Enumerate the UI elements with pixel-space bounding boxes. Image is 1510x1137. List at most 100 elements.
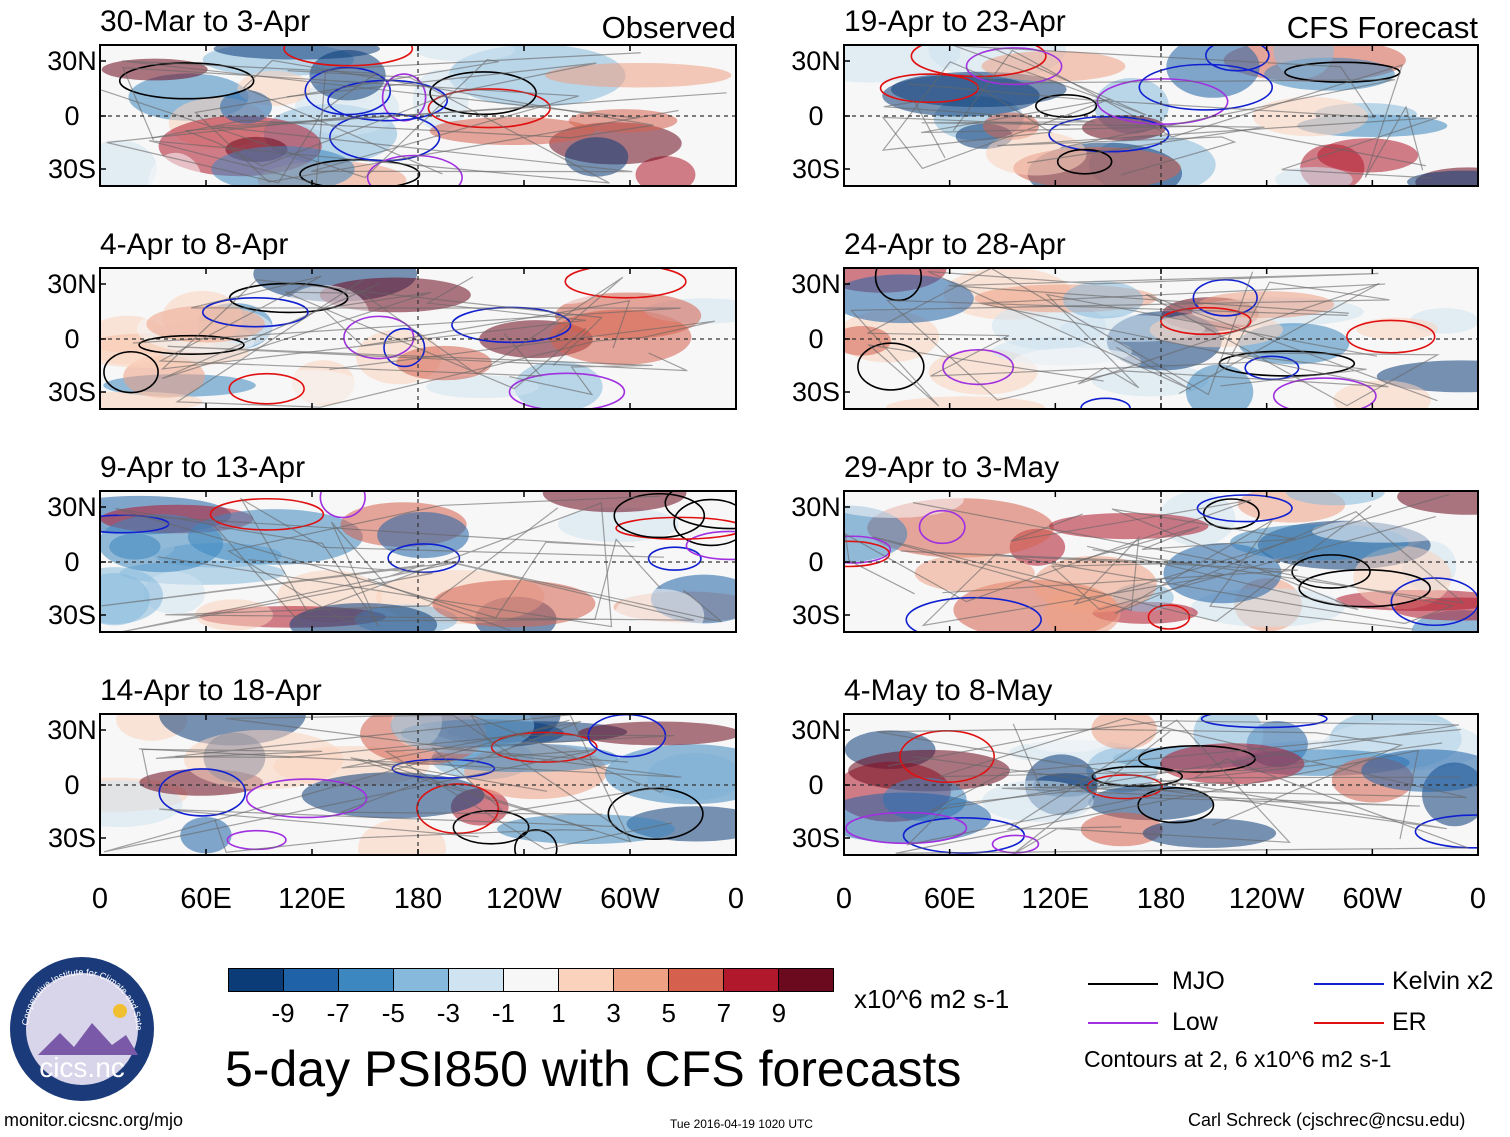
contour bbox=[1056, 148, 1113, 175]
contour bbox=[613, 492, 706, 539]
contour bbox=[209, 497, 325, 531]
colorbar-level-label: 3 bbox=[606, 998, 621, 1028]
colorbar-swatch bbox=[284, 969, 339, 991]
anomaly-blob bbox=[1025, 728, 1110, 753]
legend-label-kelvin: Kelvin x2 bbox=[1392, 967, 1494, 995]
contour bbox=[845, 811, 968, 845]
anomaly-blob bbox=[183, 729, 344, 790]
contour bbox=[1160, 306, 1252, 336]
contour bbox=[1205, 45, 1270, 72]
logo-name: cics.nc bbox=[39, 1052, 125, 1083]
anomaly-blob bbox=[1273, 45, 1334, 79]
lat-tick-label: 30N bbox=[47, 492, 97, 522]
contour bbox=[664, 491, 736, 530]
lat-tick-label: 0 bbox=[808, 324, 823, 354]
anomaly-blob bbox=[257, 369, 363, 405]
panel-1: 30N 0 30S 30-Mar to 3-Apr bbox=[47, 5, 737, 187]
contour bbox=[245, 778, 368, 819]
lat-tick-label: 30N bbox=[47, 269, 97, 299]
coastline bbox=[103, 719, 603, 853]
legend-line-mjo bbox=[1088, 983, 1158, 985]
anomaly-blob bbox=[1285, 491, 1385, 506]
lon-tick-label: 0 bbox=[1470, 883, 1486, 915]
colorbar-level-label: 7 bbox=[716, 998, 732, 1028]
contour bbox=[1272, 377, 1377, 409]
lat-tick-label: 30S bbox=[792, 154, 840, 184]
colorbar bbox=[228, 968, 834, 992]
panel-title: 4-Apr to 8-Apr bbox=[100, 228, 288, 261]
coastline bbox=[872, 494, 1450, 622]
anomaly-blob bbox=[844, 274, 974, 324]
panel-title: 14-Apr to 18-Apr bbox=[100, 674, 322, 707]
contour bbox=[879, 73, 979, 104]
colorbar-swatch bbox=[339, 969, 394, 991]
coastline bbox=[952, 49, 1424, 178]
legend-label-low: Low bbox=[1172, 1008, 1218, 1036]
forecast-label: CFS Forecast bbox=[1287, 10, 1479, 45]
colorbar-swatch bbox=[229, 969, 284, 991]
anomaly-blob bbox=[100, 514, 224, 573]
coastline bbox=[226, 495, 661, 622]
lon-tick-label: 180 bbox=[1137, 883, 1185, 915]
cics-logo: Cooperative Institute for Climate and Sa… bbox=[8, 955, 154, 1101]
panel-4: 30N 0 30S 14-Apr to 18-Apr bbox=[47, 674, 737, 856]
footer-timestamp: Tue 2016-04-19 1020 UTC bbox=[670, 1117, 813, 1131]
lon-tick-label: 120E bbox=[278, 883, 346, 915]
coastline bbox=[115, 507, 635, 627]
lat-tick-label: 0 bbox=[808, 547, 823, 577]
anomaly-blob bbox=[432, 580, 596, 628]
anomaly-blob bbox=[1080, 812, 1163, 847]
coastline bbox=[100, 59, 679, 183]
coastline bbox=[927, 270, 1379, 391]
coastline bbox=[175, 279, 715, 408]
lon-tick-label: 180 bbox=[394, 883, 442, 915]
anomaly-blob bbox=[1333, 380, 1431, 409]
contour bbox=[857, 342, 925, 391]
colorbar-units: x10^6 m2 s-1 bbox=[854, 984, 1010, 1014]
footer-author: Carl Schreck (cjschrec@ncsu.edu) bbox=[1188, 1110, 1466, 1130]
contour bbox=[452, 809, 530, 845]
legend-label-er: ER bbox=[1392, 1008, 1427, 1036]
lon-tick-label: 60E bbox=[924, 883, 976, 915]
anomaly-blob bbox=[415, 45, 515, 62]
footer-url: monitor.cicsnc.org/mjo bbox=[4, 1110, 184, 1130]
contour bbox=[283, 45, 414, 67]
anomaly-blob bbox=[148, 152, 203, 186]
lat-tick-label: 30S bbox=[48, 377, 96, 407]
lat-tick-label: 30N bbox=[47, 46, 97, 76]
contour bbox=[201, 297, 309, 328]
anomaly-blob bbox=[1274, 166, 1353, 186]
coastline bbox=[1045, 282, 1380, 395]
coastline bbox=[157, 497, 665, 628]
coastline bbox=[1145, 293, 1440, 407]
contour bbox=[918, 509, 966, 545]
colorbar-swatch bbox=[394, 969, 449, 991]
colorbar-swatch bbox=[779, 969, 833, 991]
coastline bbox=[285, 276, 624, 390]
contour bbox=[1346, 319, 1436, 354]
anomaly-blob bbox=[1393, 597, 1478, 621]
lat-tick-label: 30S bbox=[48, 823, 96, 853]
coastline bbox=[997, 117, 1438, 179]
anomaly-blob bbox=[213, 45, 380, 60]
panel-8: 30N 0 30S 4-May to 8-May bbox=[791, 674, 1479, 856]
panel-6: 30N 0 30S 24-Apr to 28-Apr bbox=[791, 228, 1479, 410]
contour bbox=[844, 540, 891, 568]
lat-tick-label: 30S bbox=[48, 154, 96, 184]
coastline bbox=[132, 275, 681, 377]
coastline bbox=[167, 345, 688, 396]
contour bbox=[1138, 63, 1274, 111]
anomaly-blob bbox=[496, 814, 675, 845]
anomaly-blob bbox=[1361, 749, 1478, 792]
colorbar-swatch bbox=[504, 969, 559, 991]
contour bbox=[1192, 278, 1258, 317]
panel-5: 30N 0 30S 19-Apr to 23-Apr bbox=[791, 5, 1479, 187]
panel-7: 30N 0 30S 29-Apr to 3-May bbox=[791, 451, 1479, 633]
anomaly-blob bbox=[100, 573, 150, 626]
coastline bbox=[106, 60, 637, 184]
coastline bbox=[165, 507, 723, 623]
colorbar-level-label: -9 bbox=[271, 998, 295, 1028]
anomaly-blob bbox=[1086, 747, 1159, 793]
lat-tick-label: 30S bbox=[792, 823, 840, 853]
lat-tick-label: 30S bbox=[48, 600, 96, 630]
